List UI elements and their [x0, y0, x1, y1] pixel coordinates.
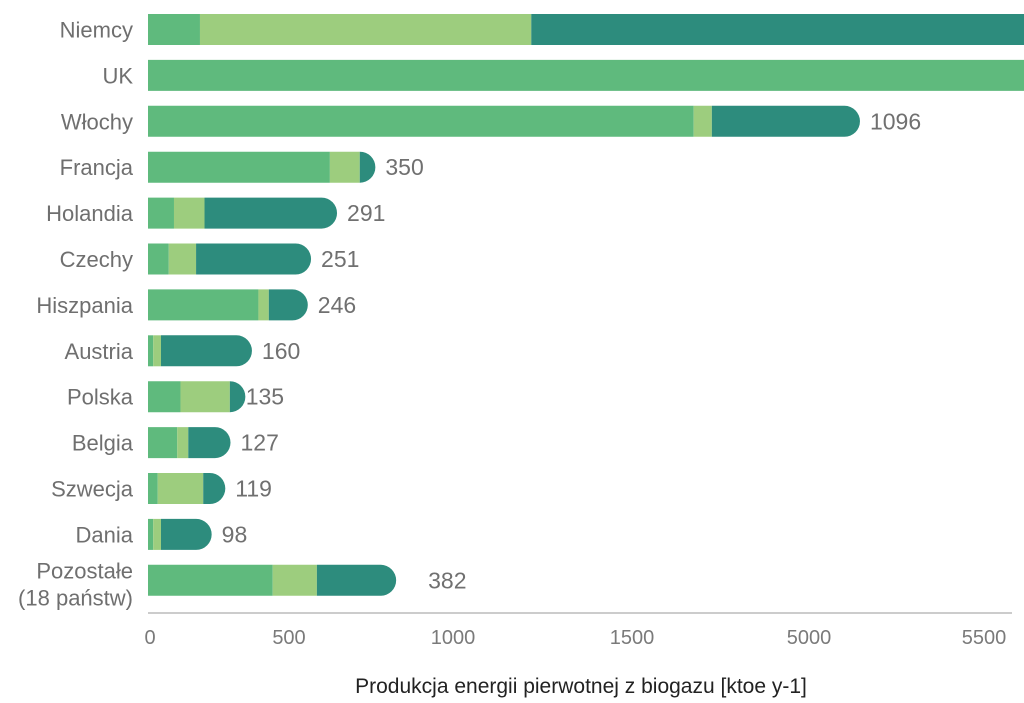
bar-segment [329, 151, 360, 183]
bar-segment [229, 381, 246, 413]
bar-segment [148, 151, 330, 183]
category-label: Pozostałe [36, 558, 133, 583]
bar-segment [148, 427, 178, 459]
value-label: 135 [246, 384, 284, 410]
value-label: 291 [347, 200, 385, 226]
bar-segment [168, 243, 197, 275]
bar-segment [160, 335, 252, 367]
bar-segment [160, 518, 212, 550]
value-label: 251 [321, 246, 359, 272]
bar-segment [148, 289, 259, 321]
bar-segment [188, 427, 231, 459]
x-tick-label: 5500 [962, 627, 1007, 649]
bar-segment [359, 151, 376, 183]
category-label: Polska [67, 385, 134, 410]
category-label: Niemcy [60, 18, 133, 43]
category-label: Francja [60, 155, 134, 180]
value-label: 98 [222, 521, 248, 547]
category-label: Szwecja [51, 477, 134, 502]
bar-segment [204, 197, 338, 229]
category-label-line2: (18 państw) [18, 585, 133, 610]
x-tick-label: 1500 [610, 627, 655, 649]
bar-segment [148, 243, 169, 275]
bar-segment [157, 473, 204, 504]
bar-segment [148, 14, 200, 45]
value-label: 119 [235, 476, 272, 502]
x-tick-label: 1000 [431, 627, 476, 649]
bar-segment [148, 59, 1024, 91]
bar-segment [148, 564, 273, 596]
value-label: 127 [240, 430, 278, 456]
x-tick-label: 0 [144, 627, 155, 649]
bar-segment [173, 197, 205, 229]
value-label: 350 [385, 154, 423, 180]
bar-segment [153, 335, 161, 367]
bar-segment [177, 427, 189, 459]
category-label: Holandia [46, 201, 134, 226]
category-label: Włochy [61, 109, 133, 134]
category-label: Czechy [60, 247, 133, 272]
category-label: Austria [65, 339, 134, 364]
bar-segment [316, 564, 397, 596]
bar-segment [203, 473, 226, 504]
value-label: 246 [318, 292, 356, 318]
category-label: UK [102, 63, 133, 88]
category-label: Dania [76, 522, 134, 547]
bar-segment [711, 105, 860, 137]
bar-segment [148, 335, 154, 367]
bar-segment [258, 289, 269, 321]
bar-segment [153, 518, 161, 550]
value-label: 382 [428, 567, 466, 593]
bar-segment [148, 381, 181, 413]
bar-segment [531, 14, 1024, 45]
bar-segment [196, 243, 312, 275]
category-label: Belgia [72, 431, 134, 456]
x-tick-label: 5000 [787, 627, 832, 649]
value-label: 1096 [870, 108, 921, 134]
bar-segment [272, 564, 317, 596]
bar-segment [180, 381, 230, 413]
bar-segment [148, 473, 158, 504]
bar-segment [199, 14, 532, 45]
bar-segment [148, 197, 174, 229]
x-axis-title: Produkcja energii pierwotnej z biogazu [… [355, 675, 807, 698]
bar-segment [148, 105, 694, 137]
x-tick-label: 500 [272, 627, 305, 649]
bar-segment [693, 105, 712, 137]
bar-segment [268, 289, 308, 321]
bar-segment [148, 518, 154, 550]
value-label: 160 [262, 338, 300, 364]
category-label: Hiszpania [36, 293, 133, 318]
